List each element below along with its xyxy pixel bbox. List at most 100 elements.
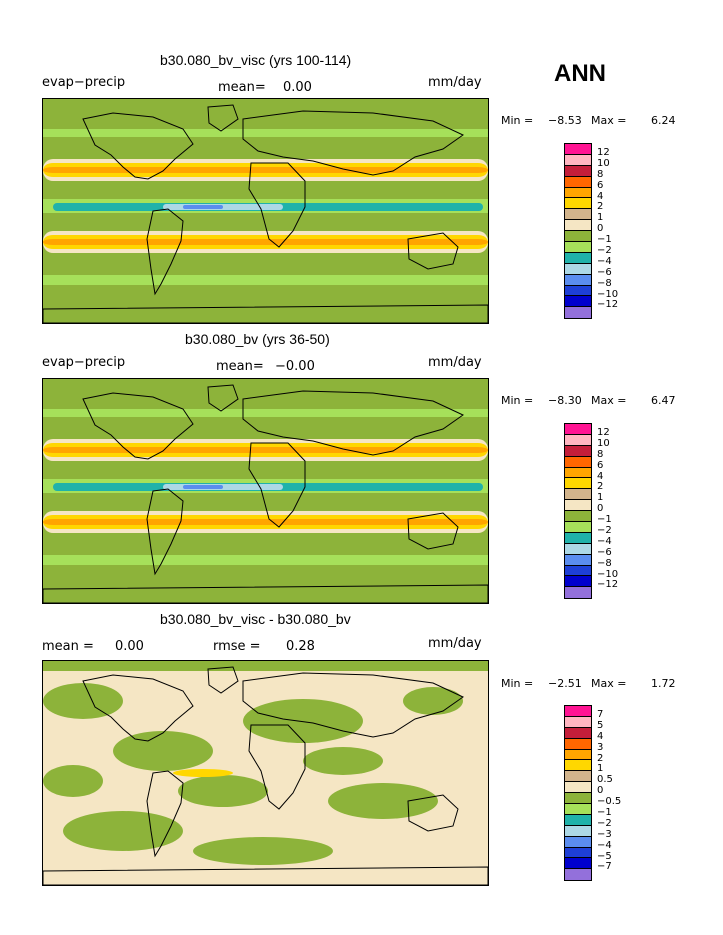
- colorbar-swatch: [565, 771, 591, 783]
- panel1-mean-label: mean=: [218, 80, 266, 95]
- panel1-colorbar: [564, 143, 592, 319]
- panel1-title: b30.080_bv_visc (yrs 100-114): [160, 52, 352, 68]
- colorbar-label: −1: [597, 234, 612, 246]
- colorbar-swatch: [565, 231, 591, 243]
- season-label: ANN: [554, 60, 606, 87]
- colorbar-label: 12: [597, 147, 610, 158]
- colorbar-swatch: [565, 814, 591, 826]
- colorbar-label: 2: [597, 481, 604, 493]
- colorbar-label: −6: [597, 546, 612, 558]
- colorbar-label: 2: [597, 752, 604, 764]
- colorbar-label: −4: [597, 839, 612, 851]
- colorbar-swatch: [565, 554, 591, 566]
- colorbar-label: −8: [597, 277, 612, 289]
- colorbar-swatch: [565, 760, 591, 772]
- colorbar-swatch: [565, 456, 591, 468]
- colorbar-swatch: [565, 154, 591, 166]
- colorbar-swatch: [565, 727, 591, 739]
- colorbar-swatch: [565, 198, 591, 210]
- colorbar-label: −3: [597, 828, 612, 840]
- panel2-colorbar: [564, 423, 592, 599]
- panel1-min-value: −8.53: [548, 114, 582, 127]
- colorbar-swatch: [565, 296, 591, 308]
- colorbar-label: 0: [597, 223, 604, 235]
- colorbar-label: 12: [597, 427, 610, 438]
- colorbar-swatch: [565, 716, 591, 728]
- colorbar-swatch: [565, 176, 591, 188]
- panel3-max-label: Max =: [591, 677, 627, 690]
- map-canvas: [43, 661, 488, 885]
- panel3-min-label: Min =: [501, 677, 534, 690]
- panel2-min-label: Min =: [501, 394, 534, 407]
- colorbar-label: 0: [597, 503, 604, 515]
- panel3-min-value: −2.51: [548, 677, 582, 690]
- colorbar-swatch: [565, 263, 591, 275]
- colorbar-label: 1: [597, 492, 604, 504]
- colorbar-swatch: [565, 793, 591, 805]
- colorbar-label: −4: [597, 255, 612, 267]
- panel1-mean-value: 0.00: [283, 80, 312, 95]
- colorbar-swatch: [565, 543, 591, 555]
- colorbar-swatch: [565, 782, 591, 794]
- panel1-max-value: 6.24: [651, 114, 676, 127]
- panel3-colorbar-labels: 7 5 4 3 2 1 0.5 0 −0.5 −1 −2 −3 −4 −5 −7: [597, 709, 622, 873]
- colorbar-swatch: [565, 445, 591, 457]
- colorbar-swatch: [565, 804, 591, 815]
- colorbar-label: −7: [597, 861, 612, 873]
- panel1-colorbar-labels: 12 10 8 6 4 2 1 0 −1 −2 −4 −6 −8 −10 −12: [597, 147, 619, 311]
- colorbar-swatch: [565, 500, 591, 512]
- colorbar-swatch: [565, 511, 591, 523]
- colorbar-swatch: [565, 738, 591, 750]
- colorbar-swatch: [565, 869, 591, 881]
- colorbar-label: 2: [597, 201, 604, 213]
- colorbar-swatch: [565, 434, 591, 446]
- panel3-max-value: 1.72: [651, 677, 676, 690]
- panel1-min-label: Min =: [501, 114, 534, 127]
- colorbar-label: −12: [597, 299, 619, 311]
- colorbar-swatch: [565, 242, 591, 253]
- colorbar-label: 6: [597, 459, 604, 471]
- colorbar-label: −0.5: [597, 796, 622, 808]
- panel2-title: b30.080_bv (yrs 36-50): [185, 331, 330, 347]
- colorbar-label: 4: [597, 190, 604, 202]
- panel2-max-value: 6.47: [651, 394, 676, 407]
- colorbar-swatch: [565, 858, 591, 870]
- colorbar-swatch: [565, 836, 591, 848]
- colorbar-swatch: [565, 825, 591, 837]
- panel1-map: [42, 98, 489, 324]
- colorbar-swatch: [565, 749, 591, 761]
- colorbar-label: −12: [597, 579, 619, 591]
- panel3-map: [42, 660, 489, 886]
- colorbar-label: 8: [597, 168, 604, 180]
- colorbar-swatch: [565, 706, 591, 717]
- colorbar-label: 1: [597, 212, 604, 224]
- panel1-field-label: evap−precip: [42, 75, 126, 90]
- colorbar-label: 10: [597, 437, 610, 449]
- colorbar-label: −2: [597, 245, 612, 257]
- panel3-rmse-label: rmse =: [213, 639, 261, 654]
- panel1-max-label: Max =: [591, 114, 627, 127]
- colorbar-label: 3: [597, 741, 604, 753]
- colorbar-label: −2: [597, 525, 612, 537]
- map-canvas: [43, 99, 488, 323]
- colorbar-swatch: [565, 424, 591, 435]
- colorbar-swatch: [565, 209, 591, 221]
- colorbar-label: −1: [597, 514, 612, 526]
- colorbar-label: −4: [597, 535, 612, 547]
- panel2-mean-value: −0.00: [275, 359, 315, 374]
- panel2-units: mm/day: [428, 355, 482, 370]
- panel3-mean-label: mean =: [42, 639, 94, 654]
- colorbar-label: −10: [597, 288, 619, 300]
- colorbar-swatch: [565, 274, 591, 286]
- colorbar-label: 7: [597, 709, 604, 720]
- colorbar-label: 6: [597, 179, 604, 191]
- colorbar-label: 4: [597, 730, 604, 742]
- colorbar-swatch: [565, 576, 591, 588]
- colorbar-swatch: [565, 847, 591, 859]
- colorbar-swatch: [565, 587, 591, 599]
- colorbar-label: −10: [597, 568, 619, 580]
- colorbar-swatch: [565, 165, 591, 177]
- panel2-max-label: Max =: [591, 394, 627, 407]
- colorbar-swatch: [565, 478, 591, 490]
- panel2-map: [42, 378, 489, 604]
